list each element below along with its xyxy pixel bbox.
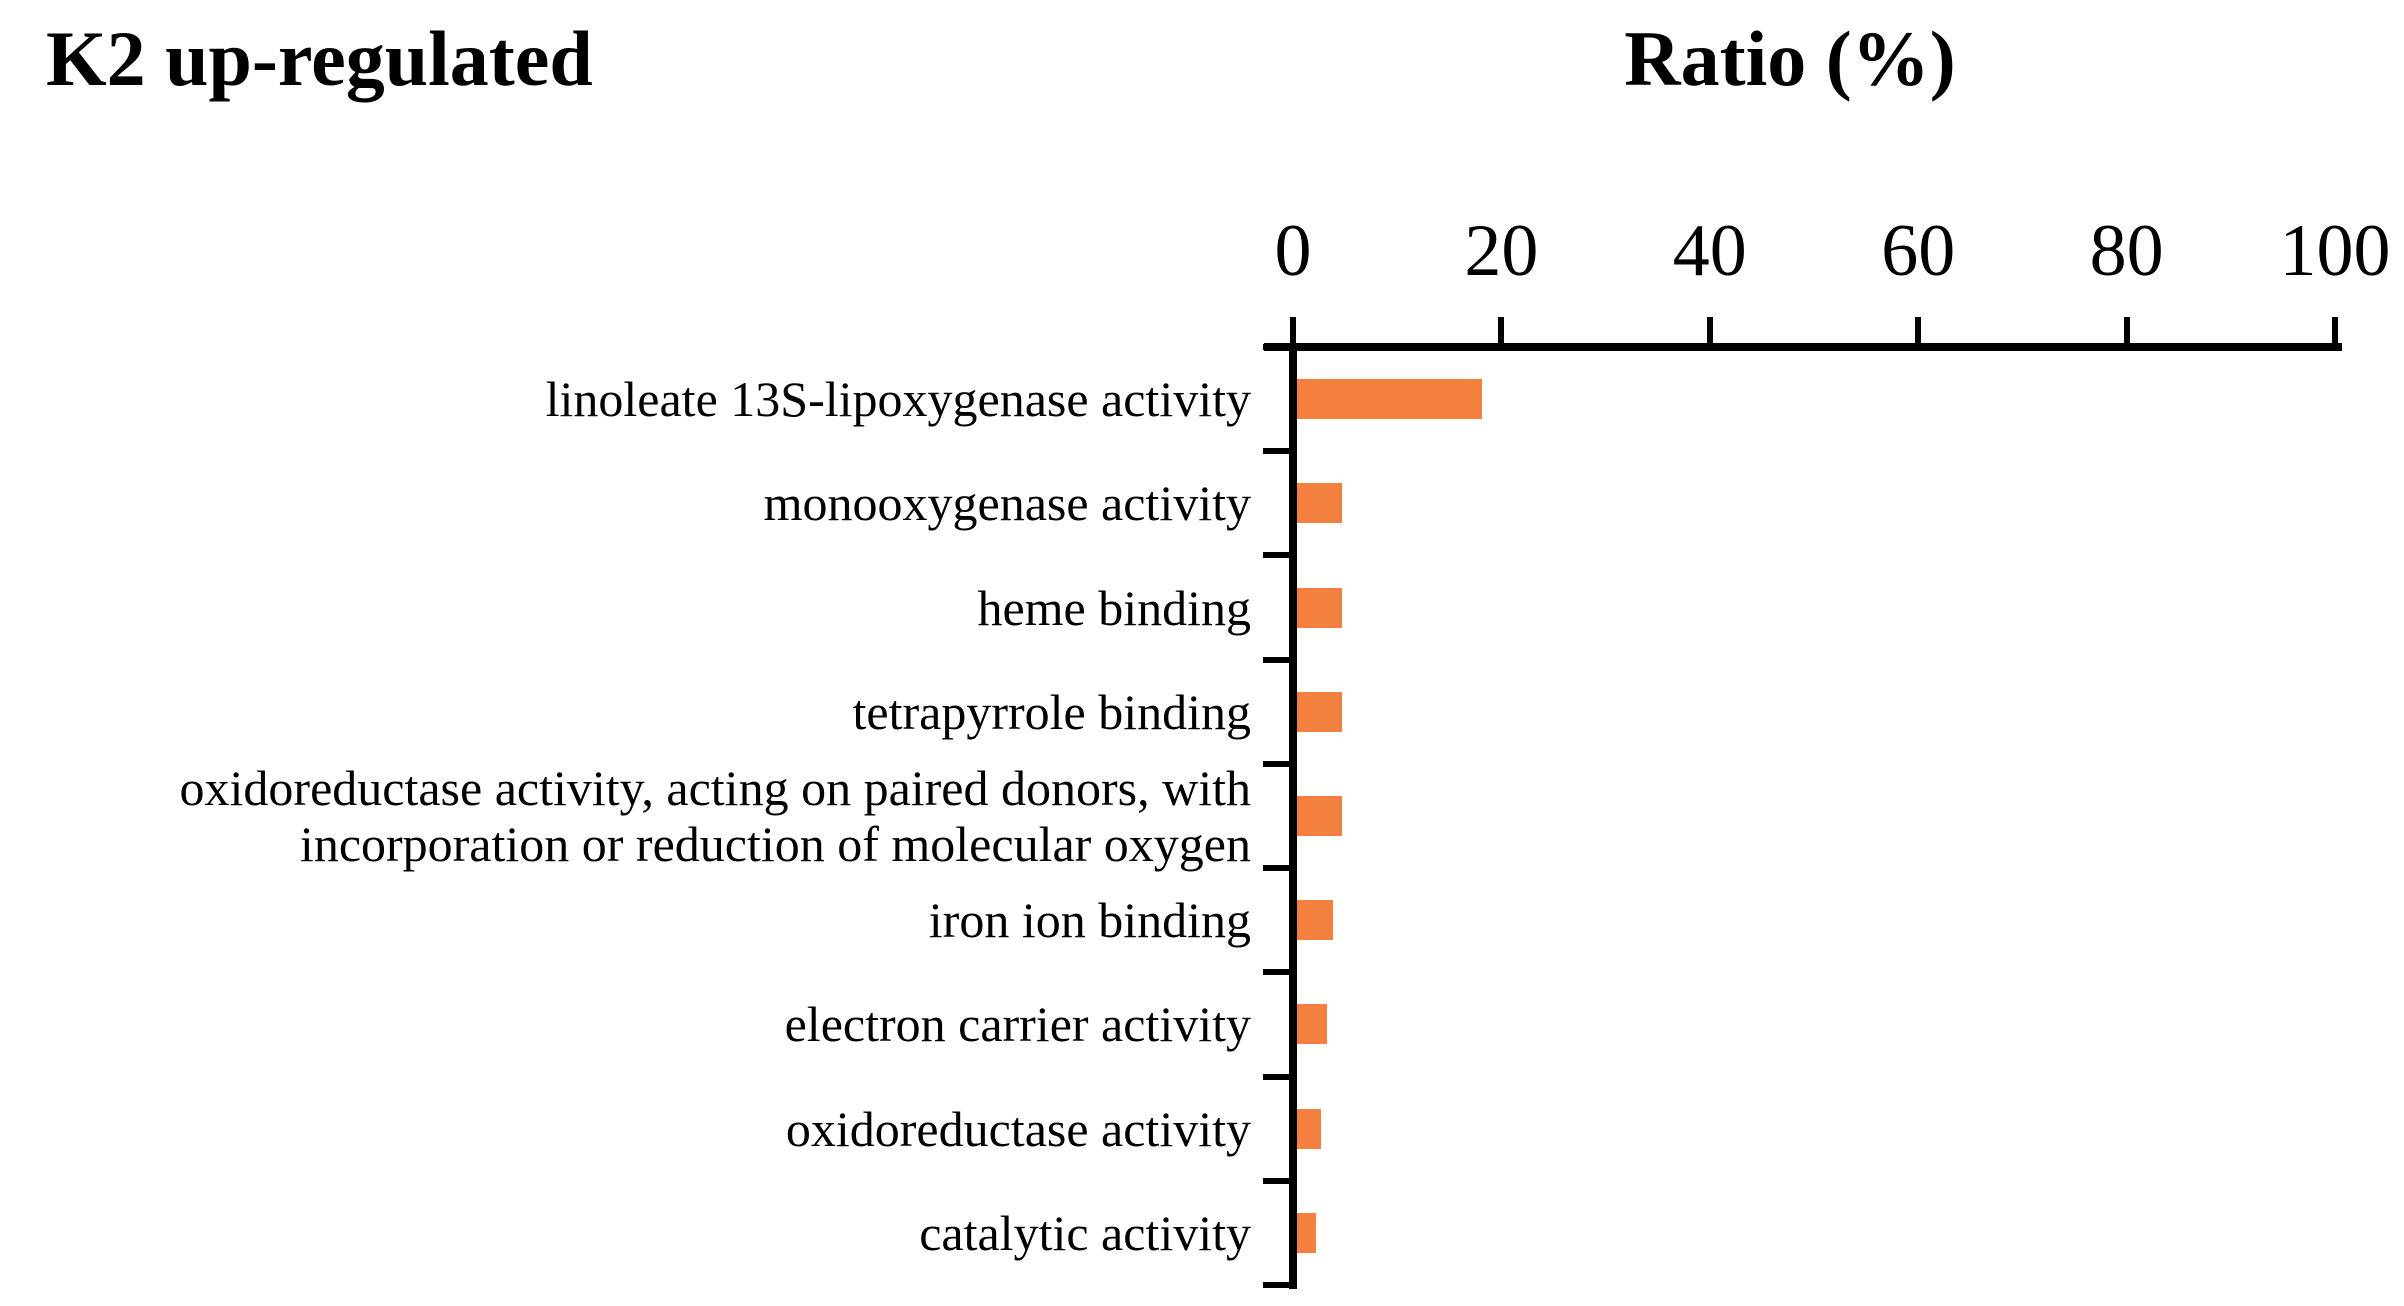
x-tick-mark	[2123, 317, 2130, 343]
x-tick-mark	[1706, 317, 1713, 343]
chart-title: K2 up-regulated	[46, 15, 593, 102]
bar	[1297, 900, 1334, 941]
x-tick-label: 80	[2089, 210, 2164, 292]
y-tick-mark	[1263, 760, 1289, 767]
bar	[1297, 587, 1342, 628]
category-label: heme binding	[977, 579, 1251, 636]
category-label: electron carrier activity	[784, 996, 1251, 1053]
category-label: catalytic activity	[919, 1204, 1251, 1261]
bar	[1297, 796, 1342, 836]
x-tick-label: 20	[1464, 210, 1539, 292]
x-tick-label: 0	[1274, 210, 1312, 292]
bar	[1297, 483, 1342, 524]
y-tick-mark	[1263, 656, 1289, 663]
bar	[1297, 691, 1342, 732]
category-label: tetrapyrrole binding	[852, 683, 1252, 740]
y-tick-mark	[1263, 1177, 1289, 1184]
category-label: iron ion binding	[928, 892, 1251, 949]
y-tick-mark	[1263, 969, 1289, 976]
y-tick-mark	[1263, 1282, 1289, 1288]
y-tick-mark	[1263, 1073, 1289, 1080]
x-tick-label: 100	[2279, 210, 2391, 292]
x-axis-line	[1264, 343, 2342, 351]
bar	[1297, 1108, 1321, 1149]
x-tick-mark	[1915, 317, 1922, 343]
category-label: oxidoreductase activity, acting on paire…	[179, 760, 1251, 872]
x-tick-mark	[1290, 317, 1296, 343]
y-tick-mark	[1263, 448, 1289, 455]
x-axis-title: Ratio (%)	[1624, 15, 1956, 102]
x-tick-mark	[2332, 317, 2338, 343]
bar	[1297, 379, 1483, 420]
bar	[1297, 1212, 1316, 1253]
y-tick-mark	[1263, 552, 1289, 559]
y-tick-mark	[1263, 344, 1289, 350]
x-tick-label: 60	[1881, 210, 1956, 292]
x-tick-mark	[1498, 317, 1505, 343]
y-tick-mark	[1263, 865, 1289, 872]
y-axis-line	[1289, 343, 1297, 1289]
category-label: linoleate 13S-lipoxygenase activity	[545, 371, 1251, 428]
category-label: oxidoreductase activity	[785, 1100, 1251, 1157]
category-label: monooxygenase activity	[763, 475, 1251, 532]
bar	[1297, 1004, 1328, 1045]
x-tick-label: 40	[1672, 210, 1747, 292]
